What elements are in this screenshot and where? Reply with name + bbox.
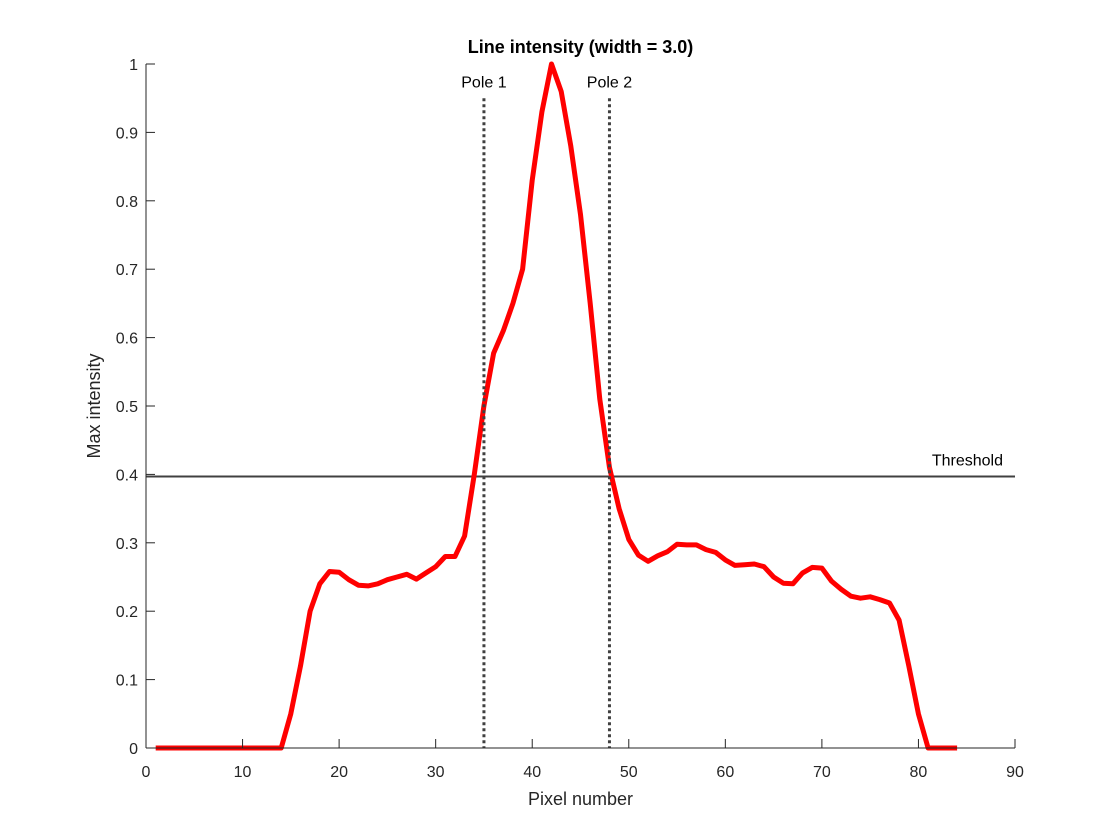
y-tick-label: 0.4 [116,467,138,484]
chart-title: Line intensity (width = 3.0) [468,37,694,57]
y-tick-label: 0.1 [116,673,138,690]
y-axis-label: Max intensity [84,353,104,458]
x-tick-label: 30 [427,764,445,781]
intensity-series-line [155,61,958,751]
x-tick-label: 40 [523,764,541,781]
y-tick-label: 0.5 [116,399,138,416]
y-tick-label: 1 [129,57,138,74]
y-tick-label: 0 [129,741,138,758]
y-tick-label: 0.6 [116,331,138,348]
threshold-label: Threshold [932,452,1003,469]
plot-area: Threshold Pole 1 Pole 2 [146,61,1015,751]
axes: 0 10 20 30 40 50 60 70 80 90 00.10.20.30.40.50.60… [116,57,1024,781]
x-tick-label: 70 [813,764,831,781]
pole-label-2: Pole 2 [587,74,632,91]
y-ticks: 0 0.1 0.2 0.3 0.4 0.5 0.6 0.7 0.8 0.9 1 [116,57,155,758]
x-tick-label: 10 [234,764,252,781]
x-tick-label: 20 [330,764,348,781]
x-tick-label: 60 [716,764,734,781]
x-tick-label: 80 [910,764,928,781]
pole-label-1: Pole 1 [461,74,506,91]
threshold-layer: Threshold [146,452,1015,478]
x-tick-label: 50 [620,764,638,781]
x-tick-label: 90 [1006,764,1024,781]
y-tick-label: 0.2 [116,604,138,621]
y-tick-label: 0.3 [116,536,138,553]
x-tick-label: 0 [142,764,151,781]
y-tick-label: 0.9 [116,125,138,142]
pole-lines-layer: Pole 1 Pole 2 [461,74,632,748]
y-tick-label: 0.7 [116,262,138,279]
y-tick-label: 0.8 [116,194,138,211]
series-layer [155,61,958,751]
x-ticks: 0 10 20 30 40 50 60 70 80 90 [142,739,1024,781]
x-axis-label: Pixel number [528,789,633,809]
